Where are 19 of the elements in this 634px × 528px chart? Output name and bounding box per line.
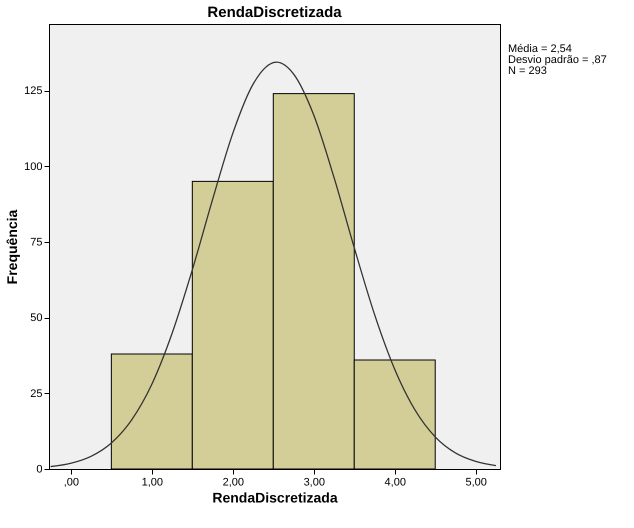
x-tick-label: 1,00 (142, 476, 164, 488)
y-tick-label: 50 (30, 312, 42, 324)
text: Desvio padrão = ,87 (508, 54, 607, 66)
y-tick-label: 100 (24, 160, 42, 173)
x-tick-label: 4,00 (384, 476, 406, 488)
text: N = 293 (508, 65, 547, 77)
y-tick-label: 0 (36, 464, 42, 476)
y-tick-label: 75 (30, 236, 42, 248)
x-tick-label: 2,00 (222, 476, 244, 488)
y-axis-title: Frequência (4, 209, 20, 284)
x-tick-label: ,00 (64, 476, 80, 488)
x-tick-label: 5,00 (466, 476, 487, 488)
x-tick-label: 3,00 (304, 476, 325, 488)
y-tick-label: 125 (24, 85, 42, 98)
y-tick-label: 25 (30, 388, 42, 400)
chart-title: RendaDiscretizada (207, 4, 342, 21)
line-series (50, 61, 497, 468)
x-axis-title: RendaDiscretizada (212, 490, 338, 506)
text: Média = 2,54 (508, 43, 572, 55)
